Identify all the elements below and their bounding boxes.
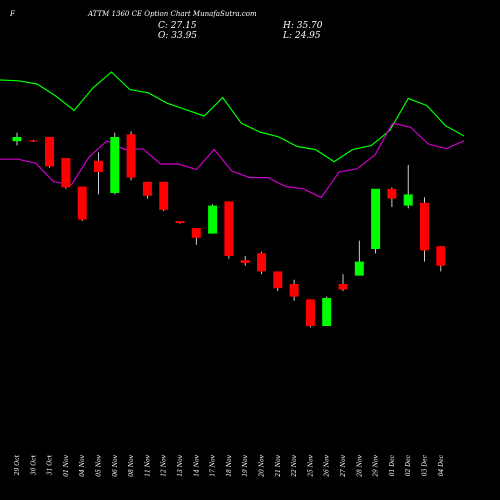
candle-body-down [142, 181, 152, 196]
x-tick-label: 28 Nov [356, 454, 363, 477]
candle-body-up [371, 188, 381, 249]
x-tick-label: 08 Nov [128, 454, 135, 476]
candle-body-down [387, 188, 397, 199]
candle-body-down [159, 181, 169, 210]
high-readout: H: 35.70 [282, 21, 323, 31]
x-tick-label: 13 Nov [177, 454, 184, 476]
x-tick-label: 21 Nov [275, 454, 282, 477]
chart-symbol: F [9, 10, 16, 18]
candle-body-down [77, 186, 87, 220]
x-axis-ticks: 29 Oct 30 Oct 31 Oct 01 Nov 04 Nov 05 Nov 06 N… [14, 454, 445, 477]
x-tick-label: 22 Nov [291, 454, 298, 477]
candle-body-up [110, 137, 120, 193]
close-readout: C: 27.15 [158, 21, 197, 31]
x-tick-label: 12 Nov [161, 454, 168, 476]
candle-body-up [208, 205, 218, 234]
candles [12, 131, 446, 328]
low-readout: L: 24.95 [282, 31, 321, 41]
candle-body-down [338, 284, 348, 290]
candle-body-down [420, 202, 429, 251]
candle-body-up [12, 137, 22, 142]
candle-body-down [257, 253, 266, 272]
x-tick-label: 14 Nov [193, 454, 200, 476]
x-tick-label: 05 Nov [96, 454, 103, 476]
x-tick-label: 20 Nov [259, 454, 266, 477]
candle-body-down [45, 137, 55, 167]
x-tick-label: 27 Nov [340, 454, 347, 477]
x-tick-label: 29 Oct [14, 454, 21, 476]
x-tick-label: 30 Oct [30, 454, 37, 475]
candle-body-down [126, 134, 136, 178]
x-tick-label: 01 Dec [389, 454, 396, 476]
candle-body-down [273, 271, 283, 289]
candle-body-up [322, 298, 332, 326]
x-tick-label: 02 Dec [405, 454, 412, 476]
x-tick-label: 26 Nov [324, 454, 331, 477]
x-tick-label: 31 Oct [47, 454, 54, 475]
candle-body-down [289, 284, 299, 297]
x-tick-label: 06 Nov [112, 454, 119, 476]
x-tick-label: 04 Dec [438, 454, 445, 476]
x-tick-label: 17 Nov [210, 454, 217, 476]
candle-body-down [436, 246, 446, 266]
candle-body-down [94, 160, 103, 172]
candle-body-down [240, 260, 250, 263]
x-tick-label: 29 Nov [373, 454, 380, 477]
x-tick-label: 11 Nov [144, 454, 151, 476]
chart-title: ATTM 1360 CE Option Chart MunafaSutra.co… [87, 10, 257, 18]
x-tick-label: 18 Nov [226, 454, 233, 476]
candle-body-down [175, 221, 185, 223]
lower-indicator-line [0, 122, 465, 199]
open-readout: O: 33.95 [158, 31, 197, 41]
candle-body-up [403, 194, 413, 206]
candle-body-up [354, 261, 364, 276]
candle-body-down [305, 299, 315, 326]
x-tick-label: 25 Nov [307, 454, 314, 477]
candle-body-down [28, 140, 38, 142]
x-tick-label: 03 Dec [422, 454, 429, 476]
candle-body-down [224, 201, 234, 256]
candle-body-down [191, 228, 201, 238]
candle-body-down [61, 158, 71, 188]
x-tick-label: 04 Nov [79, 454, 86, 476]
x-tick-label: 01 Nov [63, 454, 70, 476]
indicator-lines [0, 71, 465, 199]
x-tick-label: 19 Nov [242, 454, 249, 476]
